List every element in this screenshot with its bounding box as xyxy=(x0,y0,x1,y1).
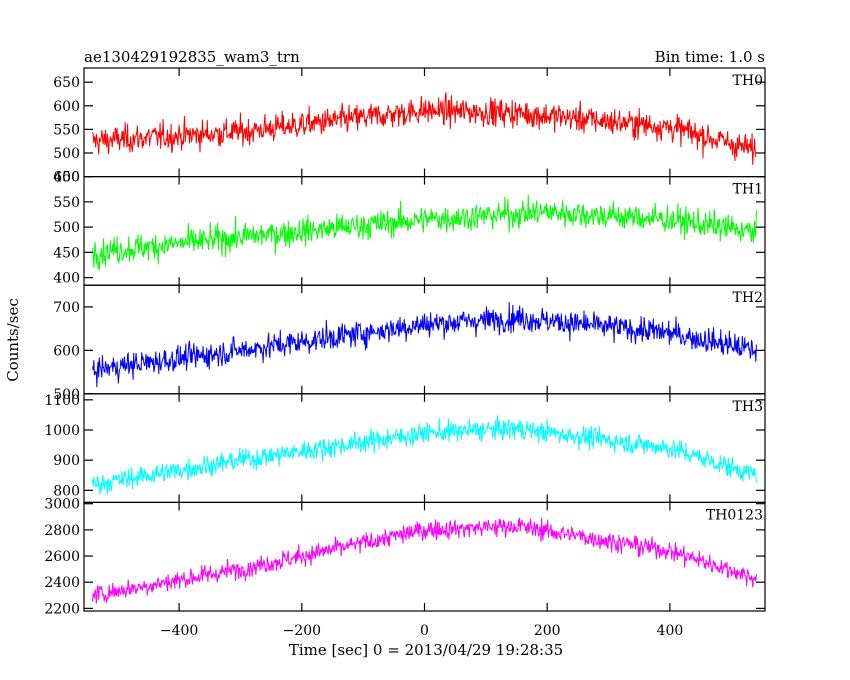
y-axis-label: Counts/sec xyxy=(4,298,22,382)
panel-name-th0123: TH0123 xyxy=(706,507,763,523)
panel-name-th1: TH1 xyxy=(733,182,763,198)
y-tick-label: 400 xyxy=(53,271,80,287)
series-line-th0123 xyxy=(92,517,757,604)
y-tick-label: 600 xyxy=(53,170,80,186)
chart-title: ae130429192835_wam3_trn xyxy=(84,48,300,66)
panels-group: 450 500 550 600 650 TH0 400 450 500 550 600 TH1 500 6… xyxy=(44,67,766,639)
x-tick-label: 400 xyxy=(657,623,684,639)
y-tick-label: 650 xyxy=(53,75,80,91)
series-line-th0 xyxy=(92,91,757,165)
y-tick-label: 600 xyxy=(53,99,80,115)
y-tick-label: 600 xyxy=(53,343,80,359)
series-line-th3 xyxy=(92,415,757,495)
y-tick-label: 700 xyxy=(53,300,80,316)
y-tick-label: 450 xyxy=(53,245,80,261)
y-tick-label: 900 xyxy=(53,453,80,469)
y-tick-label: 550 xyxy=(53,195,80,211)
y-tick-label: 2200 xyxy=(44,601,80,617)
panel-frame xyxy=(83,67,766,178)
panel-name-th2: TH2 xyxy=(733,290,763,306)
panel-name-th3: TH3 xyxy=(733,399,763,415)
y-tick-label: 2400 xyxy=(44,575,80,591)
y-tick-label: 550 xyxy=(53,122,80,138)
y-tick-label: 2600 xyxy=(44,549,80,565)
panel-frame xyxy=(83,393,766,503)
x-tick-label: 200 xyxy=(534,623,561,639)
y-tick-label: 500 xyxy=(53,146,80,162)
y-tick-label: 1000 xyxy=(44,423,80,439)
y-tick-label: 500 xyxy=(53,220,80,236)
y-tick-label: 450 xyxy=(53,170,80,186)
panel-name-th0: TH0 xyxy=(733,73,763,89)
panel-frame xyxy=(83,176,766,286)
y-tick-label: 2800 xyxy=(44,523,80,539)
y-tick-label: 800 xyxy=(53,483,80,499)
y-tick-label: 500 xyxy=(53,387,80,403)
x-tick-label: 0 xyxy=(420,623,429,639)
series-line-th2 xyxy=(92,302,757,388)
y-tick-label: 1100 xyxy=(44,393,80,409)
x-tick-label: −200 xyxy=(283,623,321,639)
panel-frame xyxy=(83,284,766,395)
series-line-th1 xyxy=(92,194,757,271)
x-axis-label: Time [sec] 0 = 2013/04/29 19:28:35 xyxy=(289,641,563,659)
bin-time-label: Bin time: 1.0 s xyxy=(655,48,765,66)
x-tick-label: −400 xyxy=(160,623,198,639)
y-tick-label: 3000 xyxy=(44,497,80,513)
panel-frame xyxy=(83,501,766,612)
